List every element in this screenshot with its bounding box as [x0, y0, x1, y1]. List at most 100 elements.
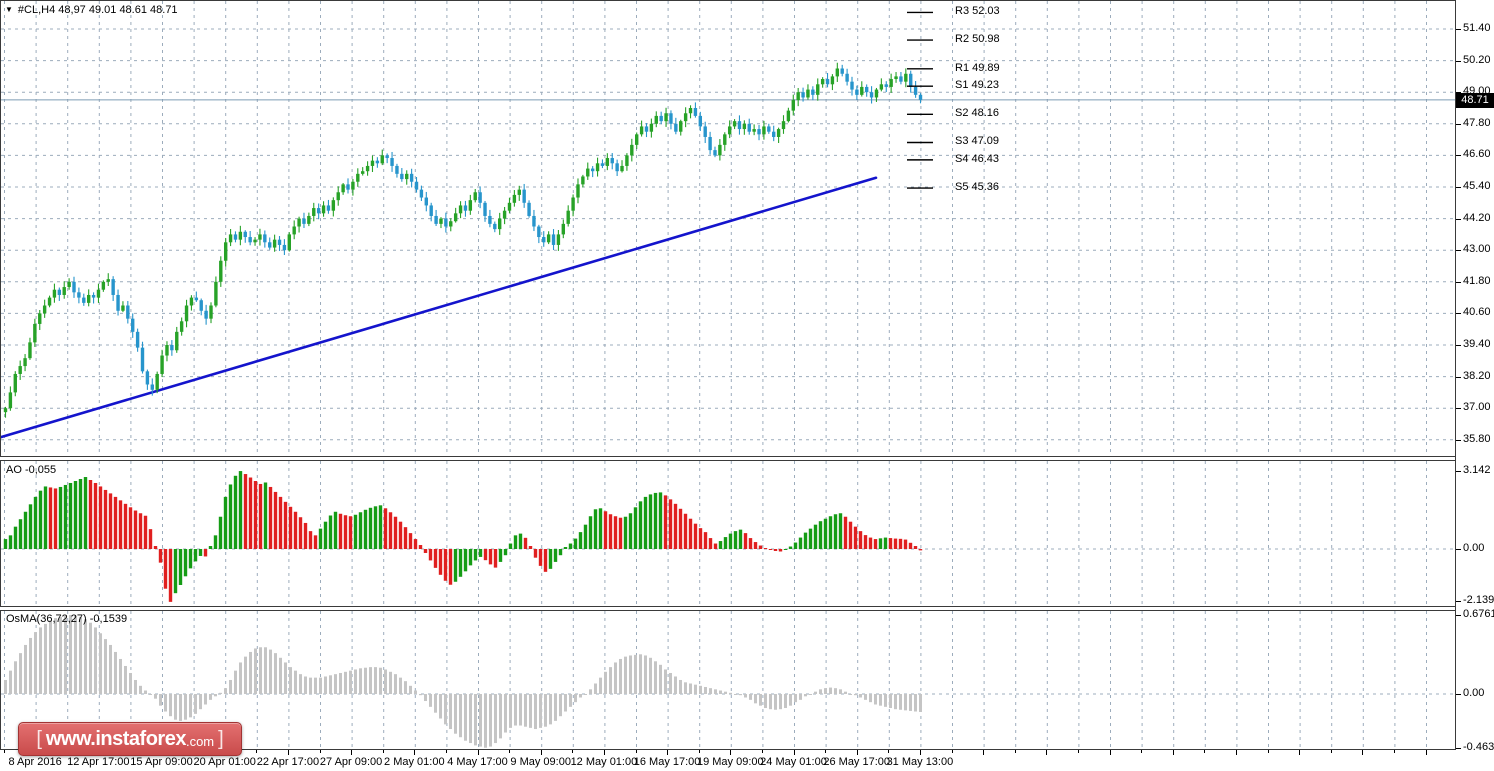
ao-bar-down: [258, 483, 263, 549]
candle-bearish: [233, 234, 238, 240]
osma-bar: [689, 683, 692, 694]
osma-bar: [369, 667, 372, 694]
price-tick: [1456, 155, 1461, 156]
ao-bar-down: [48, 487, 53, 549]
ao-bar-down: [708, 538, 713, 549]
osma-bar: [589, 689, 592, 694]
ao-plot[interactable]: [1, 461, 1455, 606]
candle-bullish: [238, 231, 243, 240]
candle-bearish: [131, 318, 135, 332]
ao-bar-down: [703, 532, 708, 549]
candle-bearish: [869, 92, 874, 98]
osma-bar: [859, 694, 862, 698]
ao-bar-up: [323, 521, 328, 549]
ao-bar-down: [243, 474, 248, 549]
osma-bar: [344, 671, 347, 694]
osma-bar: [564, 694, 567, 712]
candle-bearish: [698, 115, 703, 127]
osma-bar: [594, 683, 597, 694]
ao-bar-up: [588, 516, 593, 549]
osma-bar: [514, 694, 517, 726]
candle-bearish: [91, 294, 96, 298]
osma-bar: [129, 672, 132, 694]
osma-bar: [694, 684, 697, 694]
osma-bar: [739, 694, 742, 696]
time-axis-label: 12 Apr 17:00: [67, 756, 130, 768]
osma-bar: [734, 694, 737, 695]
osma-bar: [404, 681, 407, 694]
time-axis[interactable]: 8 Apr 2016 12 Apr 17:00 15 Apr 09:00 20 Apr…: [0, 750, 1494, 771]
candle-bearish: [424, 197, 429, 206]
time-axis-label: 24 May 01:00: [760, 756, 827, 768]
osma-bar: [719, 690, 722, 694]
ao-bar-down: [343, 515, 348, 549]
candle-bullish: [253, 239, 257, 243]
pivot-level-label: S3 47.09: [955, 135, 1000, 147]
osma-bar: [269, 649, 272, 694]
candle-bearish: [899, 76, 903, 82]
ao-bar-down: [713, 543, 718, 549]
time-tick: [351, 750, 353, 755]
osma-bar: [4, 679, 7, 694]
osma-bar: [579, 694, 582, 698]
osma-bar: [324, 676, 327, 694]
candle-bearish: [527, 202, 531, 216]
ao-panel[interactable]: [0, 460, 1456, 607]
price-tick: [1456, 345, 1461, 346]
time-tick: [1014, 750, 1016, 753]
candle-bullish: [620, 165, 624, 172]
osma-bar: [459, 694, 462, 738]
price-tick: [1456, 440, 1461, 441]
osma-bar: [829, 687, 832, 694]
time-tick: [1267, 750, 1269, 753]
osma-indicator-label: OsMA(36,72,27) -0,1539: [6, 613, 128, 625]
osma-bar: [614, 662, 617, 694]
candle-bearish: [414, 181, 419, 190]
osma-bar: [414, 690, 417, 694]
osma-bar: [379, 667, 382, 694]
ao-bar-up: [18, 519, 23, 549]
time-tick: [1393, 750, 1395, 753]
ao-bar-down: [383, 508, 388, 549]
osma-bar: [429, 694, 432, 707]
ao-bar-down: [128, 507, 133, 549]
ao-bar-down: [348, 516, 353, 549]
osma-bar: [359, 668, 362, 694]
candle-bullish: [820, 79, 825, 85]
candle-bullish: [786, 110, 791, 122]
ao-bar-up: [33, 496, 38, 549]
osma-bar: [444, 694, 447, 725]
osma-bar: [334, 674, 337, 694]
candle-bearish: [268, 242, 272, 248]
time-tick: [1046, 750, 1048, 755]
candle-bullish: [106, 279, 110, 282]
candle-bearish: [478, 192, 482, 203]
osma-bar: [764, 694, 767, 709]
instaforex-logo[interactable]: [ www.instaforex .com ]: [18, 722, 242, 756]
price-panel[interactable]: [0, 0, 1456, 457]
ao-bar-down: [873, 539, 878, 549]
osma-bar: [519, 694, 522, 726]
osma-bar: [669, 672, 672, 694]
osma-bar: [909, 694, 912, 711]
osma-bar: [364, 667, 367, 694]
ao-bar-up: [503, 549, 508, 556]
time-tick: [1425, 750, 1427, 755]
time-tick: [793, 750, 795, 755]
time-tick: [509, 750, 511, 753]
osma-bar: [199, 694, 202, 710]
ao-bar-up: [548, 549, 553, 569]
pivot-level-label: S4 46.43: [955, 153, 1000, 165]
ao-bar-down: [448, 549, 453, 585]
osma-bar: [554, 694, 557, 721]
candle-bullish: [781, 121, 786, 130]
osma-bar: [754, 694, 757, 704]
price-axis-label: 37.00: [1463, 401, 1491, 413]
candle-bullish: [723, 134, 727, 145]
candle-bullish: [639, 126, 644, 135]
time-tick: [1109, 750, 1111, 755]
candle-bullish: [321, 205, 326, 214]
osma-bar: [299, 674, 302, 694]
price-plot[interactable]: [1, 1, 1455, 456]
time-tick: [256, 750, 258, 753]
